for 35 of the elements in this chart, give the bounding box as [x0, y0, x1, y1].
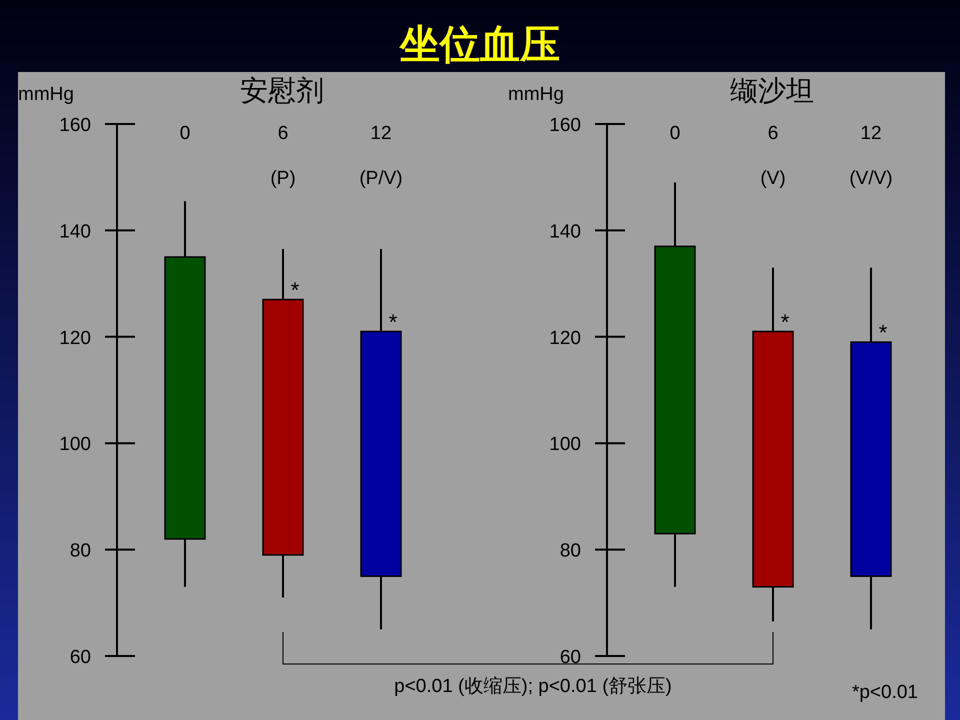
category-label: 12 (V/V) — [849, 123, 893, 189]
x-tick-label: 0 — [670, 123, 680, 144]
x-tick-label: 0 — [180, 123, 190, 144]
category-label: 6 (V) — [760, 123, 786, 189]
y-axis-title: mmHg — [508, 84, 564, 105]
y-tick-label: 120 — [59, 328, 91, 349]
y-tick-label: 160 — [549, 115, 581, 136]
y-tick-label: 100 — [59, 434, 91, 456]
y-tick-label: 80 — [70, 540, 91, 562]
y-tick-label: 100 — [549, 434, 581, 456]
annotation: * — [290, 278, 300, 303]
y-tick-label: 60 — [560, 647, 581, 668]
annotation: * — [780, 309, 790, 334]
bar — [164, 256, 206, 540]
chart-title: 安慰剂 — [240, 76, 324, 107]
y-tick-label: 120 — [549, 328, 581, 349]
bar — [752, 330, 794, 588]
text: 坐位血压 — [399, 23, 560, 67]
bar — [654, 246, 696, 534]
bar — [360, 330, 402, 577]
category-label: 12 (P/V) — [359, 123, 403, 189]
y-tick-label: 160 — [59, 115, 91, 136]
y-tick-label: 140 — [59, 221, 91, 242]
y-tick-label: 80 — [560, 540, 581, 562]
annotation: * — [878, 320, 888, 346]
annotation: * — [388, 309, 398, 334]
y-tick-label: 140 — [549, 221, 581, 242]
text: p<0.01 (收缩压); p<0.01 (舒张压) — [394, 676, 672, 697]
y-axis-title: mmHg — [18, 84, 74, 105]
category-label: 6 (P) — [270, 123, 296, 189]
chart-title: 缬沙坦 — [730, 76, 814, 107]
bar — [850, 341, 892, 577]
y-tick-label: 60 — [70, 647, 91, 668]
bar — [262, 298, 304, 556]
text: *p<0.01 — [852, 682, 918, 703]
